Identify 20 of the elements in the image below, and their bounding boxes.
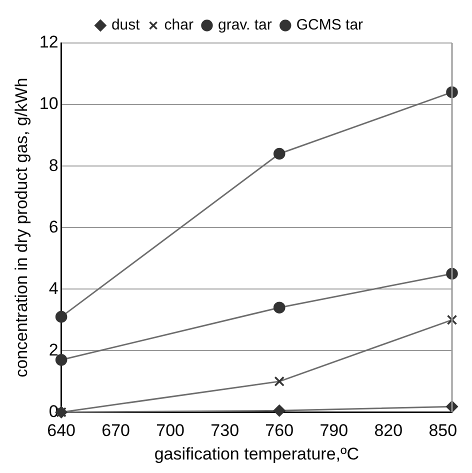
x-tick-label: 640 <box>47 421 76 440</box>
legend-label: GCMS tar <box>296 16 364 34</box>
x-tick-label: 730 <box>210 421 240 440</box>
y-tick-label: 8 <box>48 156 58 175</box>
y-tick-label: 4 <box>48 278 58 298</box>
y-tick-label: 6 <box>48 217 58 236</box>
x-tick-label: 670 <box>102 421 130 440</box>
x-tick-label: 700 <box>156 421 185 440</box>
legend-label: char <box>164 16 194 34</box>
x-tick-label: 760 <box>265 421 294 440</box>
x-tick-label: 790 <box>320 421 348 440</box>
y-axis-title: concentration in dry product gas, g/kWh <box>12 78 31 378</box>
y-tick-label: 2 <box>48 340 58 360</box>
x-tick-label: 820 <box>374 421 403 440</box>
legend-label: dust <box>111 16 141 34</box>
y-tick-label: 12 <box>39 32 58 52</box>
y-tick-label: 10 <box>39 94 58 114</box>
x-tick-label: 850 <box>428 421 458 440</box>
x-axis-title: gasification temperature,ºC <box>154 444 359 464</box>
legend-label: grav. tar <box>218 16 272 34</box>
